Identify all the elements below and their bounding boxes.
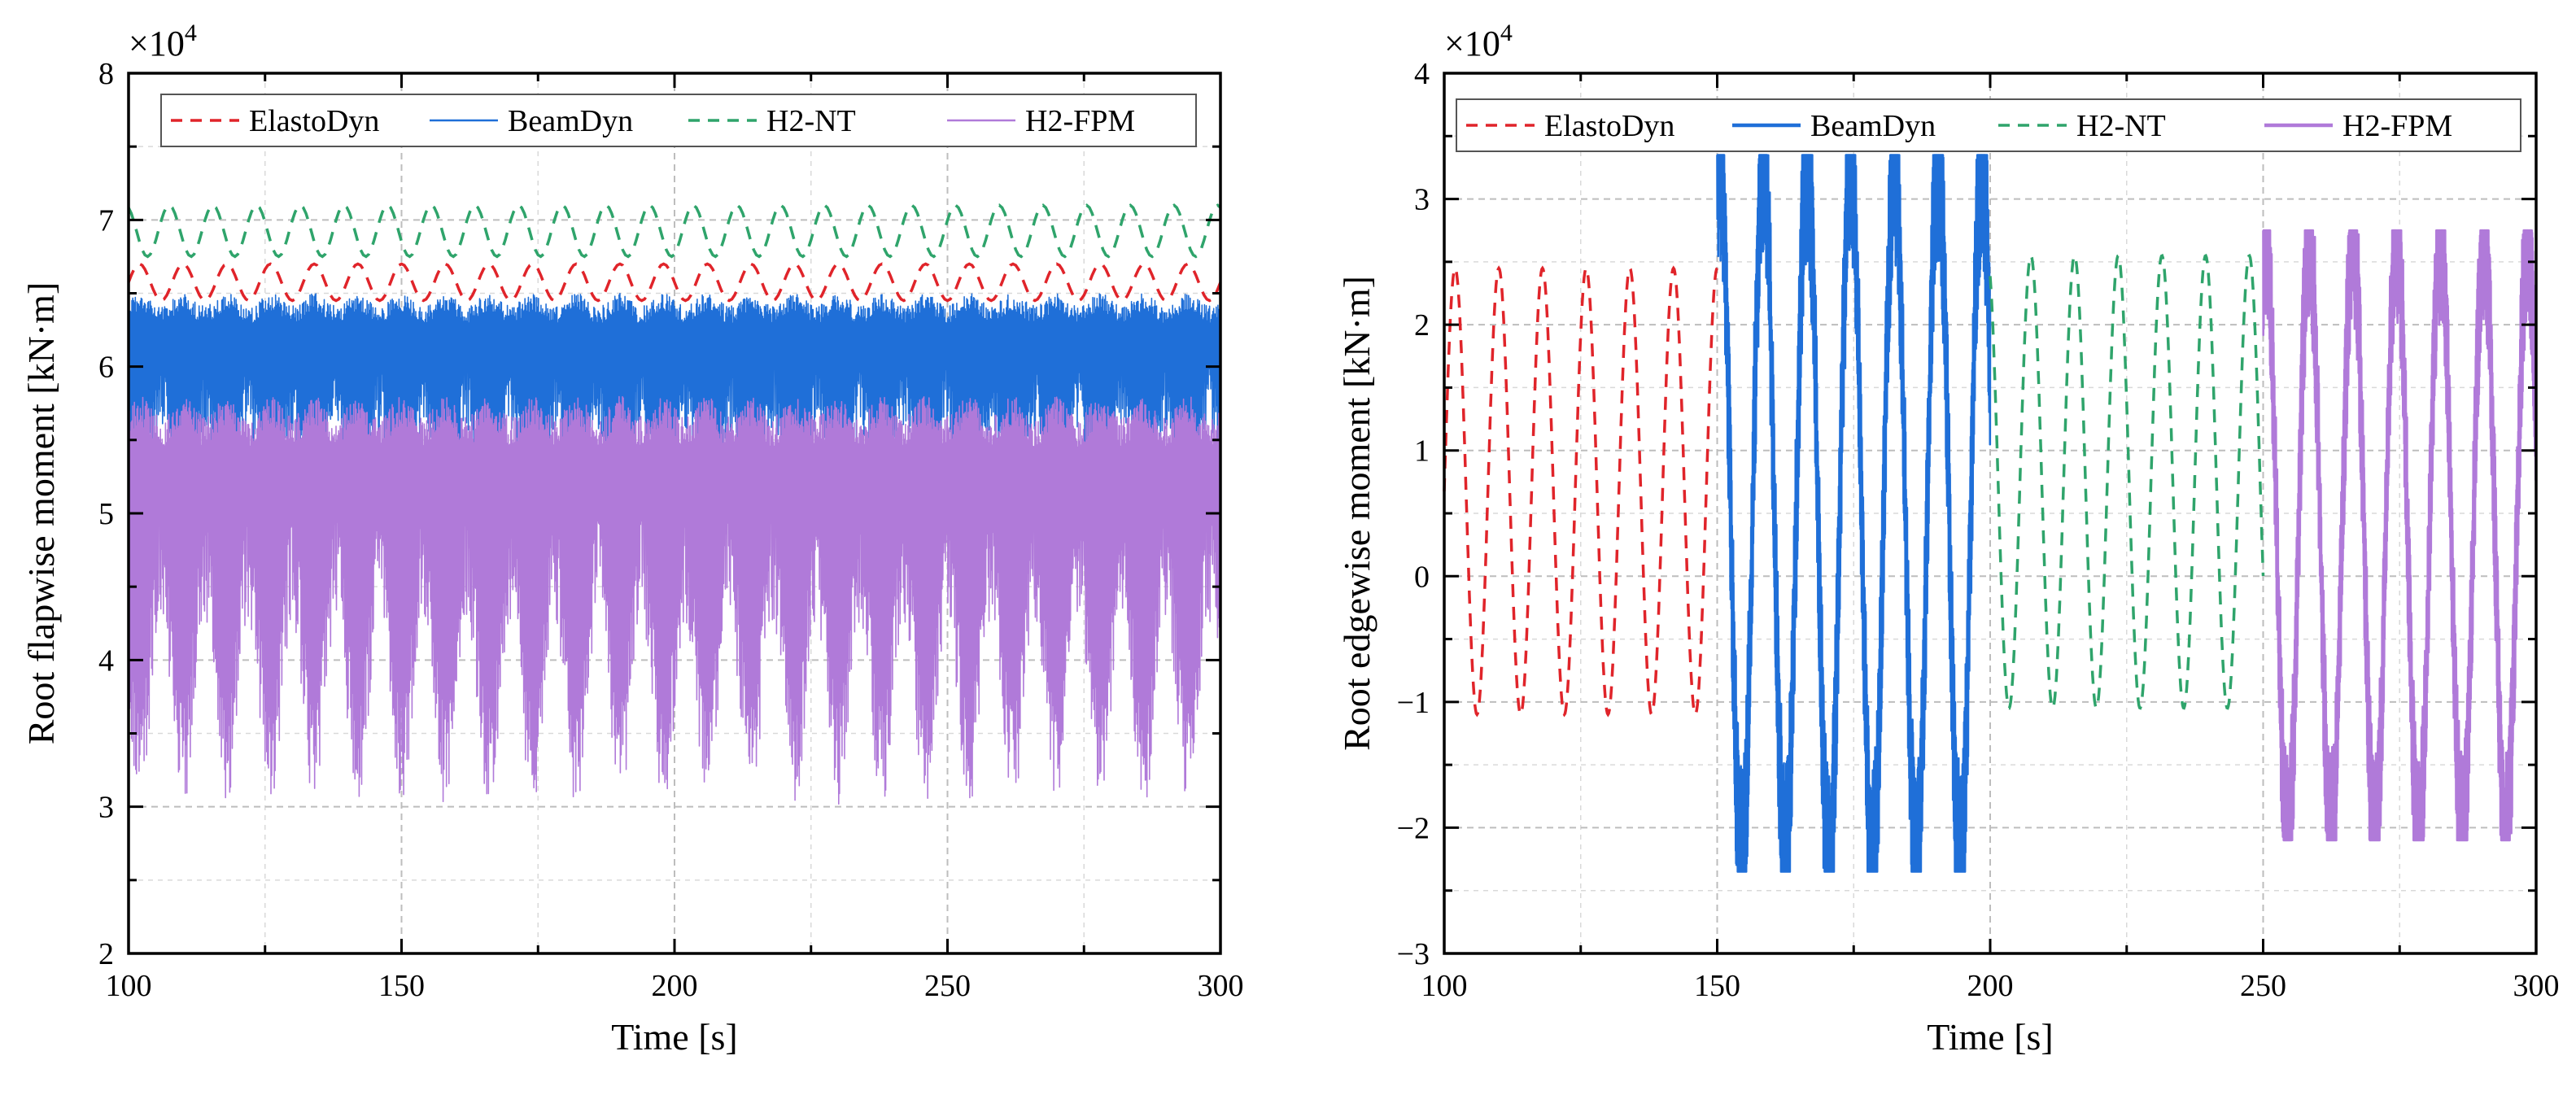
series-line-h2-fpm <box>2262 229 2538 842</box>
x-tick-label: 300 <box>1198 969 1244 1003</box>
legend-label-h2-fpm: H2-FPM <box>1025 104 1135 138</box>
x-axis-label: Time [s] <box>1927 1016 2054 1058</box>
legend-label-h2-nt: H2-NT <box>766 104 856 138</box>
y-axis-label: Root edgewise moment [kN·m] <box>1336 276 1378 751</box>
major-grid <box>129 73 1220 953</box>
y-tick-label: −1 <box>1397 686 1430 720</box>
legend-box <box>1456 98 2521 152</box>
y-tick-label: 3 <box>98 791 114 825</box>
x-tick-label: 250 <box>2240 969 2286 1003</box>
legend-label-beamdyn: BeamDyn <box>1810 109 1936 143</box>
ticks <box>1443 72 2538 955</box>
y-tick-label: 1 <box>1414 434 1430 469</box>
series-line-elastodyn <box>1443 265 1718 718</box>
series-line-h2-nt <box>127 203 1222 259</box>
legend: ElastoDyn BeamDyn H2-NT H2-FPM <box>1456 98 2521 152</box>
y-tick-label: 0 <box>1414 560 1430 594</box>
y-axis-label: Root flapwise moment [kN·m] <box>20 282 62 745</box>
ticks <box>127 72 1222 955</box>
x-tick-label: 150 <box>1694 969 1740 1003</box>
legend-box <box>160 94 1197 147</box>
series-group <box>1443 154 2538 873</box>
y-multiplier-exponent: 4 <box>1500 20 1513 46</box>
major-grid <box>1444 73 2536 953</box>
legend-label-h2-nt: H2-NT <box>2076 109 2166 143</box>
y-tick-label: −3 <box>1397 937 1430 971</box>
x-tick-label: 250 <box>924 969 971 1003</box>
y-tick-label: 4 <box>1414 57 1430 91</box>
legend-label-elastodyn: ElastoDyn <box>1544 109 1674 143</box>
y-multiplier-exponent: 4 <box>185 20 197 46</box>
legend: ElastoDyn BeamDyn H2-NT H2-FPM <box>160 94 1197 147</box>
legend-label-h2-fpm: H2-FPM <box>2342 109 2452 143</box>
y-tick-label: 6 <box>98 351 114 385</box>
y-tick-label: 4 <box>98 643 114 678</box>
series-line-h2-fpm <box>128 395 1221 805</box>
x-tick-label: 200 <box>1967 969 2014 1003</box>
y-tick-label: −2 <box>1397 811 1430 845</box>
y-tick-label: 2 <box>98 937 114 971</box>
x-tick-label: 100 <box>106 969 152 1003</box>
series-line-beamdyn <box>1716 154 1992 873</box>
legend-label-elastodyn: ElastoDyn <box>249 104 379 138</box>
y-multiplier: ×104 <box>1444 20 1513 63</box>
y-multiplier-base: ×10 <box>129 24 185 63</box>
y-tick-label: 7 <box>98 203 114 238</box>
x-tick-label: 200 <box>652 969 698 1003</box>
x-tick-label: 300 <box>2513 969 2560 1003</box>
legend-label-beamdyn: BeamDyn <box>508 104 633 138</box>
x-axis-label: Time [s] <box>611 1016 738 1058</box>
series-line-h2-nt <box>1989 253 2265 710</box>
series-group <box>127 203 1222 805</box>
y-tick-label: 5 <box>98 497 114 531</box>
y-multiplier: ×104 <box>129 20 197 63</box>
series-line-elastodyn <box>127 262 1222 303</box>
y-tick-label: 3 <box>1414 183 1430 217</box>
x-tick-label: 150 <box>378 969 425 1003</box>
y-multiplier-base: ×10 <box>1444 24 1500 63</box>
y-tick-label: 2 <box>1414 308 1430 342</box>
x-tick-label: 100 <box>1421 969 1468 1003</box>
y-tick-label: 8 <box>98 57 114 91</box>
